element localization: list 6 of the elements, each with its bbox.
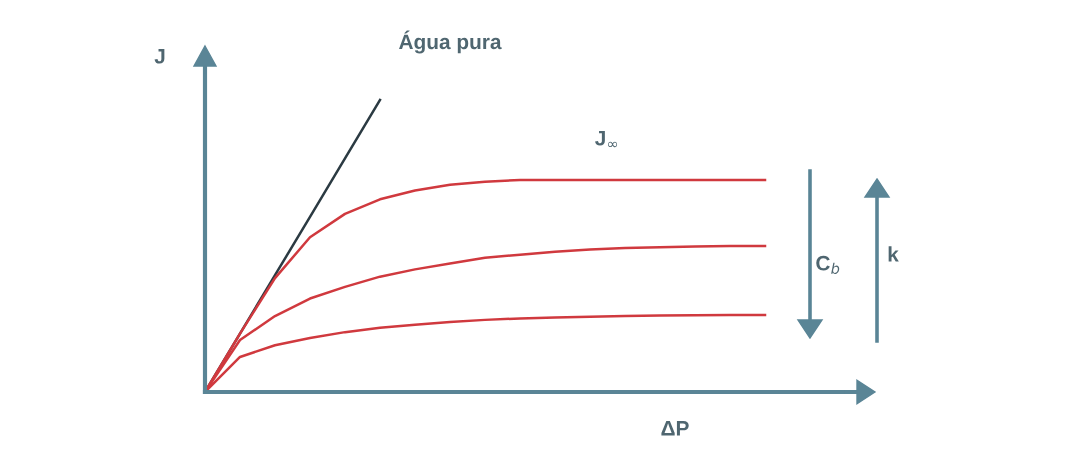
text: C$_{b}$ bbox=[816, 255, 840, 274]
text: k bbox=[888, 246, 899, 262]
y-axis-title: J bbox=[154, 49, 165, 64]
x-axis-title: ΔP bbox=[661, 421, 689, 436]
text: Água pura bbox=[399, 30, 502, 54]
annotation: J$_{∞}$ bbox=[595, 131, 618, 148]
